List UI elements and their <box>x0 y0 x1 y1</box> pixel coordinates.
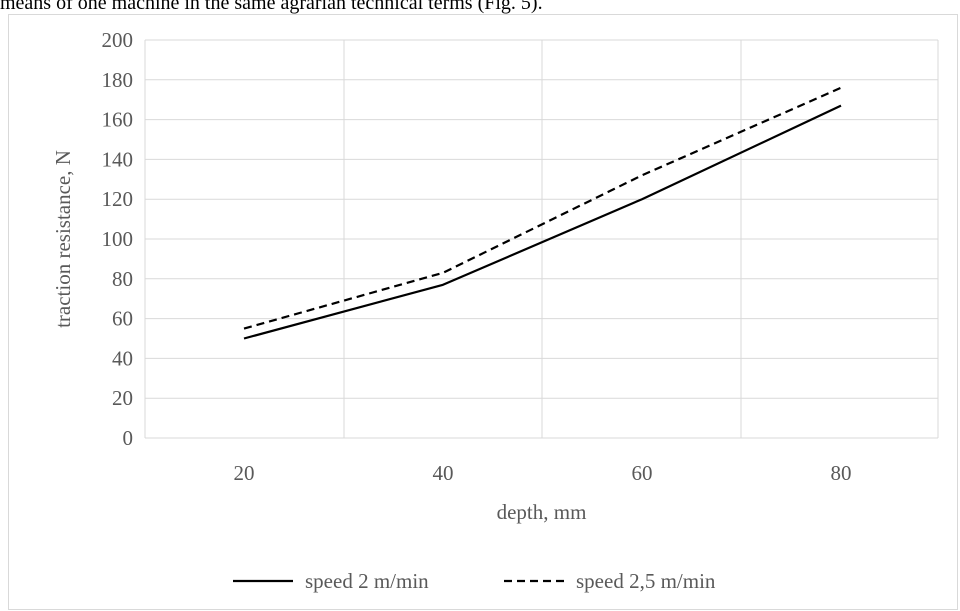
y-tick-label: 80 <box>112 267 133 291</box>
x-tick-label: 40 <box>433 461 454 485</box>
caption-text: means of one machine in the same agraria… <box>0 0 543 14</box>
y-tick-label: 20 <box>112 386 133 410</box>
x-tick-label: 60 <box>632 461 653 485</box>
x-axis-title: depth, mm <box>497 500 587 524</box>
y-tick-label: 180 <box>102 68 134 92</box>
legend-label-2: speed 2,5 m/min <box>576 569 716 593</box>
legend: speed 2 m/min speed 2,5 m/min <box>233 569 716 593</box>
y-tick-label: 120 <box>102 187 134 211</box>
series-lines <box>243 86 842 340</box>
tick-labels: 0 20 40 60 80 100 120 140 160 180 200 20 40 60 80 <box>102 28 852 485</box>
legend-label-1: speed 2 m/min <box>305 569 429 593</box>
chart-frame <box>8 14 958 610</box>
y-tick-label: 0 <box>123 426 134 450</box>
y-tick-label: 60 <box>112 307 133 331</box>
x-tick-label: 80 <box>831 461 852 485</box>
y-tick-label: 140 <box>102 147 134 171</box>
series-line-1 <box>243 104 842 340</box>
y-axis-title: traction resistance, N <box>51 150 75 328</box>
y-tick-label: 40 <box>112 346 133 370</box>
gridlines <box>144 39 939 438</box>
y-tick-label: 100 <box>102 227 134 251</box>
x-tick-label: 20 <box>234 461 255 485</box>
y-tick-label: 200 <box>102 28 134 52</box>
series-line-2 <box>243 86 842 330</box>
y-tick-label: 160 <box>102 108 134 132</box>
